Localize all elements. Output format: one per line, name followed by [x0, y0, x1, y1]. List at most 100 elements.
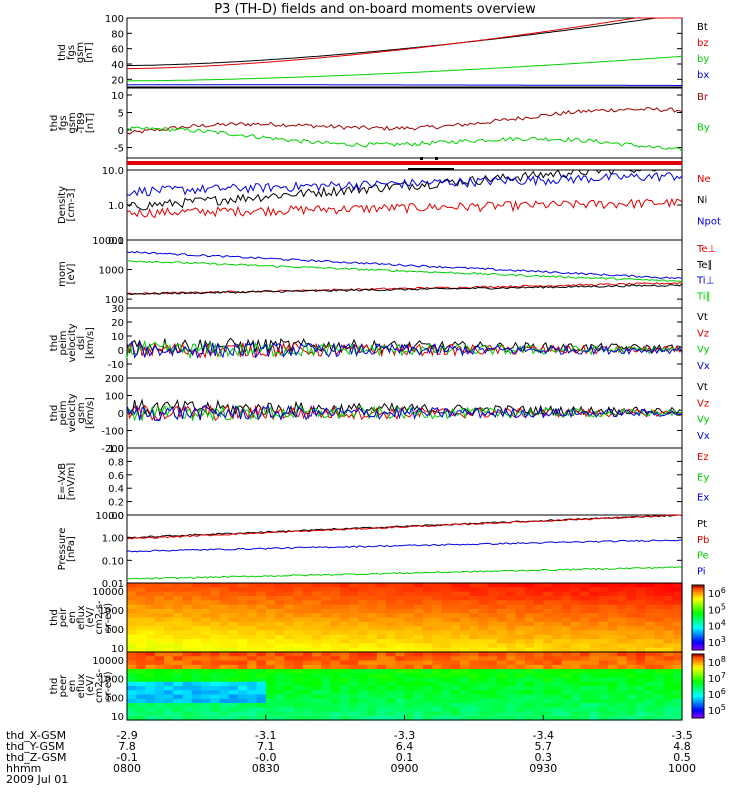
heatmap-cell — [302, 647, 313, 653]
heatmap-cell — [571, 583, 581, 588]
y-tick-label: 100 — [105, 392, 124, 403]
heatmap-cell — [265, 652, 276, 657]
heatmap-cell — [654, 673, 665, 679]
heatmap-cell — [164, 707, 174, 713]
heatmap-cell — [376, 613, 387, 619]
heatmap-cell — [552, 707, 563, 713]
colorbar-cell — [692, 654, 704, 657]
heatmap-cell — [589, 652, 600, 657]
heatmap-cell — [608, 656, 618, 662]
heatmap-cell — [460, 652, 470, 657]
y-tick-label: 40 — [111, 60, 124, 71]
heatmap-cell — [672, 630, 683, 636]
heatmap-cell — [247, 600, 258, 606]
heatmap-cell — [552, 677, 563, 683]
heatmap-cell — [543, 617, 554, 623]
heatmap-cell — [312, 673, 322, 679]
heatmap-cell — [173, 707, 184, 713]
heatmap-cell — [506, 703, 517, 708]
heatmap-cell — [654, 591, 665, 597]
heatmap-cell — [127, 681, 137, 687]
heatmap-cell — [413, 626, 424, 631]
colorbar-label: 108 — [708, 655, 726, 669]
heatmap-cell — [598, 613, 609, 619]
heatmap-cell — [487, 626, 498, 631]
heatmap-cell — [293, 686, 304, 691]
heatmap-cell — [321, 630, 332, 636]
heatmap-cell — [663, 604, 674, 610]
heatmap-cell — [358, 669, 369, 674]
heatmap-cell — [321, 617, 332, 623]
colorbar-label: 107 — [708, 671, 726, 685]
heatmap-cell — [413, 673, 424, 679]
heatmap-cell — [145, 617, 156, 623]
heatmap-cell — [561, 694, 572, 700]
heatmap-cell — [460, 703, 470, 708]
y-axis-label: thd — [49, 405, 60, 422]
heatmap-cell — [247, 591, 258, 597]
colorbar-cell — [692, 606, 704, 610]
y-tick-label: 100 — [105, 295, 124, 306]
heatmap-cell — [376, 694, 387, 700]
heatmap-cell — [487, 703, 498, 708]
heatmap-cell — [358, 617, 369, 623]
heatmap-cell — [654, 686, 665, 691]
heatmap-cell — [663, 630, 674, 636]
heatmap-cell — [441, 634, 452, 640]
heatmap-cell — [450, 591, 461, 597]
heatmap-cell — [154, 669, 165, 674]
heatmap-cell — [191, 703, 202, 708]
footer-value: 1000 — [668, 762, 696, 775]
heatmap-cell — [663, 595, 674, 601]
heatmap-cell — [571, 703, 581, 708]
heatmap-cell — [238, 652, 248, 657]
heatmap-cell — [330, 673, 341, 679]
heatmap-cell — [423, 669, 433, 674]
heatmap-cell — [386, 707, 396, 713]
heatmap-cell — [487, 591, 498, 597]
heatmap-cell — [552, 669, 563, 674]
heatmap-cell — [524, 711, 535, 717]
heatmap-cell — [367, 583, 378, 588]
heatmap-cell — [201, 587, 211, 593]
heatmap-cell — [626, 630, 637, 636]
heatmap-cell — [127, 621, 137, 627]
heatmap-cell — [275, 664, 285, 670]
heatmap-cell — [598, 591, 609, 597]
heatmap-cell — [497, 595, 507, 601]
heatmap-cell — [432, 604, 443, 610]
heatmap-cell — [386, 694, 396, 700]
colorbar-cell — [692, 587, 704, 590]
heatmap-cell — [571, 643, 581, 649]
heatmap-cell — [349, 630, 359, 636]
heatmap-cell — [561, 673, 572, 679]
heatmap-cell — [238, 617, 248, 623]
heatmap-cell — [256, 681, 267, 687]
heatmap-cell — [432, 643, 443, 649]
heatmap-cell — [487, 690, 498, 696]
heatmap-cell — [423, 613, 433, 619]
colorbar-frame — [691, 584, 705, 651]
heatmap-cell — [302, 591, 313, 597]
heatmap-cell — [432, 600, 443, 606]
heatmap-cell — [580, 694, 591, 700]
heatmap-cell — [598, 643, 609, 649]
heatmap-cell — [358, 613, 369, 619]
heatmap-cell — [561, 711, 572, 717]
heatmap-cell — [543, 656, 554, 662]
heatmap-cell — [219, 694, 230, 700]
y-tick-label: 0 — [118, 126, 124, 137]
heatmap-cell — [478, 604, 489, 610]
heatmap-cell — [367, 621, 378, 627]
heatmap-cell — [201, 630, 211, 636]
heatmap-cell — [543, 677, 554, 683]
heatmap-cell — [413, 595, 424, 601]
heatmap-cell — [201, 703, 211, 708]
heatmap-cell — [275, 595, 285, 601]
heatmap-cell — [247, 595, 258, 601]
heatmap-cell — [635, 630, 646, 636]
heatmap-cell — [238, 600, 248, 606]
y-tick-label: 10 — [111, 332, 124, 343]
heatmap-cell — [219, 703, 230, 708]
heatmap-cell — [654, 698, 665, 704]
